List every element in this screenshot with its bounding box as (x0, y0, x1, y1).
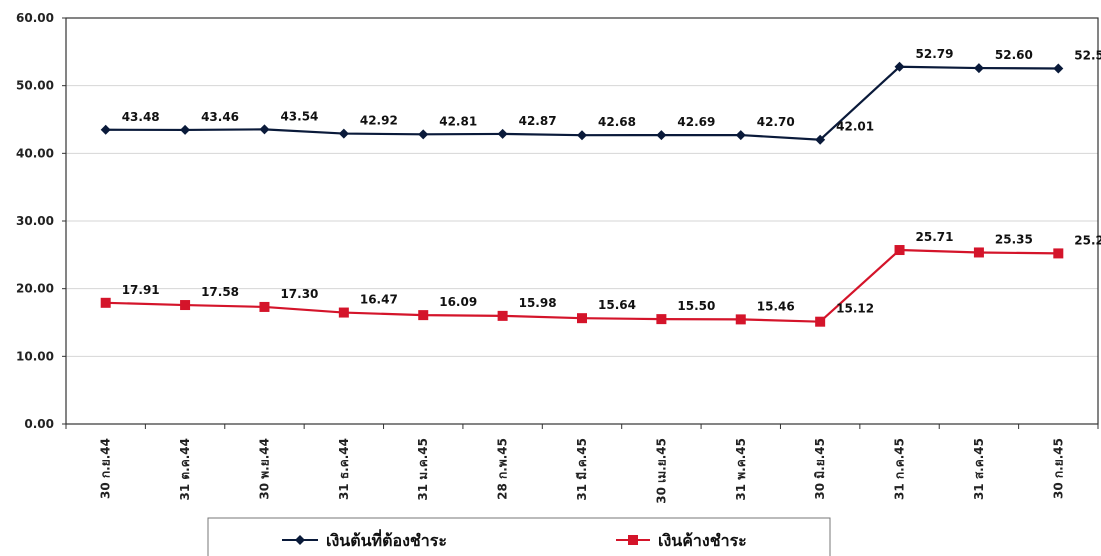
data-point (973, 63, 984, 74)
y-tick-label: 60.00 (16, 11, 54, 25)
data-point (1053, 63, 1064, 74)
series-line (105, 248, 1059, 323)
data-point (656, 130, 667, 141)
series-1: 17.91 17.58 17.30 16.47 16.09 15.98 15.64 15.50… (100, 230, 1101, 327)
x-tick-label: 31 ก.ค.45 (893, 438, 907, 500)
data-point (338, 128, 349, 139)
data-point (418, 129, 429, 140)
data-label: 25.21 (1074, 233, 1101, 247)
data-label: 52.79 (916, 47, 954, 61)
y-tick-label: 40.00 (16, 146, 54, 160)
data-point (735, 314, 746, 325)
data-label: 15.46 (757, 299, 795, 313)
x-tick-label: 31 พ.ค.45 (734, 438, 748, 501)
series-0: 43.48 43.46 43.54 42.92 42.81 42.87 42.68 42.69… (100, 47, 1101, 145)
data-point (656, 314, 667, 325)
data-label: 42.68 (598, 115, 636, 129)
data-label: 42.92 (360, 114, 398, 128)
data-point (338, 307, 349, 318)
data-label: 17.58 (201, 285, 239, 299)
data-label: 15.12 (836, 302, 874, 316)
legend-label-principal: เงินต้นที่ต้องชำระ (326, 529, 447, 550)
x-tick-label: 31 ส.ค.45 (972, 438, 986, 500)
data-point (815, 316, 826, 327)
data-point (259, 124, 270, 135)
grid-lines (66, 85, 1098, 357)
data-label: 52.60 (995, 48, 1033, 62)
data-label: 15.50 (677, 299, 715, 313)
data-point (973, 247, 984, 258)
data-point (815, 134, 826, 145)
legend-box (207, 517, 831, 556)
data-label: 43.46 (201, 110, 239, 124)
data-label: 25.35 (995, 232, 1033, 246)
series-line (105, 65, 1059, 141)
data-label: 43.48 (122, 110, 160, 124)
x-axis: 30 ก.ย.44 31 ต.ค.44 30 พ.ย.44 31 ธ.ค.44 31 ม… (65, 424, 1099, 504)
x-tick-label: 30 ก.ย.45 (1051, 438, 1065, 499)
data-label: 15.98 (519, 296, 557, 310)
data-label: 52.54 (1074, 48, 1101, 62)
legend-marker-diamond (295, 535, 305, 545)
data-label: 17.30 (280, 287, 318, 301)
data-label: 17.91 (122, 283, 160, 297)
data-point (180, 124, 191, 135)
x-tick-label: 28 ก.พ.45 (496, 438, 510, 500)
legend-marker-square (628, 535, 638, 545)
data-label: 25.71 (916, 230, 954, 244)
data-label: 42.01 (836, 120, 874, 134)
legend: เงินต้นที่ต้องชำระ เงินค้างชำระ (207, 517, 831, 556)
data-point (577, 130, 587, 141)
data-point (497, 128, 508, 139)
data-label: 16.09 (439, 295, 477, 309)
data-point (497, 310, 508, 321)
data-label: 15.64 (598, 298, 636, 312)
y-tick-label: 30.00 (16, 214, 54, 228)
data-point (100, 297, 111, 308)
series-layer: 43.48 43.46 43.54 42.92 42.81 42.87 42.68 42.69… (100, 47, 1101, 327)
data-point (894, 61, 905, 72)
data-point (1053, 248, 1064, 259)
x-tick-label: 31 ม.ค.45 (416, 438, 430, 501)
data-point (894, 245, 905, 256)
x-tick-label: 31 มี.ค.45 (575, 438, 589, 501)
x-tick-label: 31 ต.ค.44 (178, 438, 192, 501)
y-tick-label: 20.00 (16, 282, 54, 296)
data-label: 42.87 (519, 114, 557, 128)
data-label: 42.70 (757, 115, 795, 129)
legend-label-overdue: เงินค้างชำระ (658, 531, 747, 550)
y-tick-label: 10.00 (16, 349, 54, 363)
data-point (259, 301, 270, 312)
data-label: 43.54 (280, 109, 318, 123)
data-point (418, 310, 429, 321)
x-tick-label: 30 เม.ย.45 (654, 438, 668, 504)
y-tick-label: 0.00 (24, 417, 54, 431)
x-tick-label: 30 พ.ย.44 (257, 438, 271, 500)
x-tick-label: 30 ก.ย.44 (99, 438, 113, 499)
x-tick-label: 31 ธ.ค.44 (337, 438, 351, 500)
data-point (577, 313, 587, 324)
x-tick-label: 30 มิ.ย.45 (813, 438, 827, 500)
data-point (180, 300, 191, 311)
data-label: 42.69 (677, 115, 715, 129)
y-axis: 0.00 10.00 20.00 30.00 40.00 50.00 60.00 (16, 11, 66, 431)
y-tick-label: 50.00 (16, 79, 54, 93)
data-label: 16.47 (360, 293, 398, 307)
data-point (100, 124, 111, 135)
data-label: 42.81 (439, 114, 477, 128)
data-point (735, 130, 746, 141)
